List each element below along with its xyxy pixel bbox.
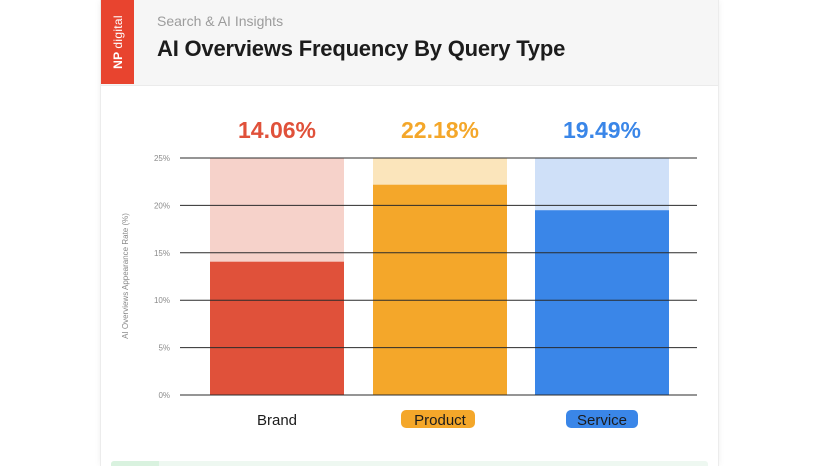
np-digital-logo: NPdigital <box>101 0 134 84</box>
y-tick-label: 15% <box>154 249 170 258</box>
y-tick-label: 10% <box>154 296 170 305</box>
y-tick-label: 25% <box>154 154 170 163</box>
category-highlight-service <box>566 410 638 428</box>
chart-title: AI Overviews Frequency By Query Type <box>157 36 566 61</box>
value-label-product: 22.18% <box>401 117 479 143</box>
header-subtitle: Search & AI Insights <box>157 13 284 29</box>
category-label-product: Product <box>414 412 467 429</box>
bar-service <box>535 210 669 395</box>
card-header: NPdigital Search & AI Insights AI Overvi… <box>101 0 718 86</box>
category-label-brand: Brand <box>257 412 297 429</box>
y-tick-label: 20% <box>154 201 170 210</box>
category-highlight-product <box>401 410 475 428</box>
footer-strip <box>111 461 708 466</box>
value-label-service: 19.49% <box>563 117 641 143</box>
bar-brand <box>210 261 344 395</box>
value-label-brand: 14.06% <box>238 117 316 143</box>
bar-product <box>373 184 507 395</box>
y-tick-label: 5% <box>158 344 170 353</box>
y-tick-label: 0% <box>158 391 170 400</box>
category-label-service: Service <box>577 412 627 429</box>
y-axis-label: AI Overviews Appearance Rate (%) <box>121 213 130 339</box>
